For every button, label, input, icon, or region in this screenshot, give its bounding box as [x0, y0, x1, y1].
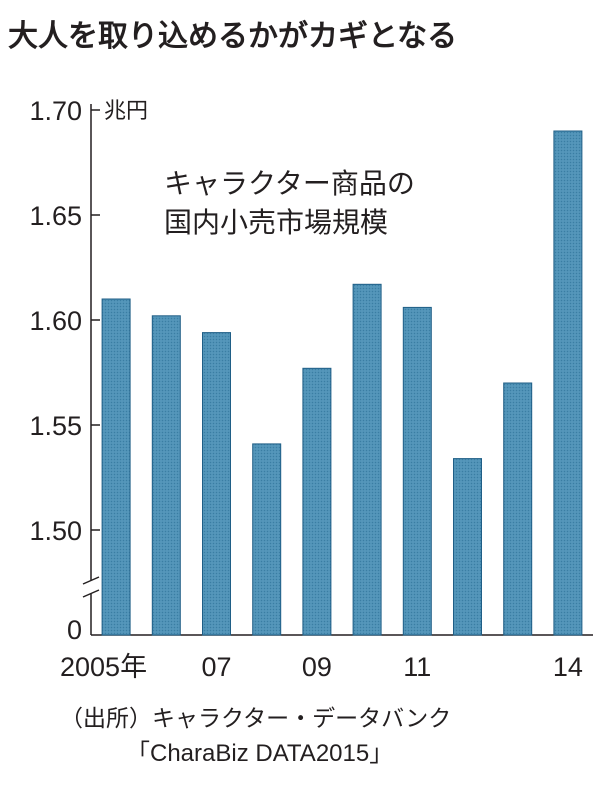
x-tick-label-2005: 2005年: [60, 652, 147, 682]
bar-2005: [101, 298, 131, 636]
y-tick-label: 1.50: [29, 516, 82, 546]
bar-2008: [252, 443, 282, 636]
chart-title: 大人を取り込めるかがカギとなる: [8, 19, 457, 54]
bar-2013: [503, 382, 533, 636]
y-axis-unit: 兆円: [104, 99, 148, 124]
y-tick-label: 1.70: [29, 96, 82, 126]
bar-2011: [402, 306, 432, 636]
x-axis-ticks: 2005年 07 09 11 14: [60, 652, 583, 682]
y-axis-ticks: 1.70 1.65 1.60 1.55 1.50 0: [29, 96, 100, 645]
bar-2010: [352, 283, 382, 636]
bar-2012: [453, 458, 482, 636]
x-tick-label-2011: 11: [403, 652, 431, 682]
bars: [101, 130, 583, 636]
x-tick-label-2014: 14: [553, 652, 583, 682]
chart-subtitle-line-1: キャラクター商品の: [164, 167, 415, 200]
y-tick-label: 1.55: [29, 411, 82, 441]
x-tick-label-2007: 07: [201, 652, 231, 682]
y-tick-label-zero: 0: [67, 615, 82, 645]
chart-subtitle-line-2: 国内小売市場規模: [164, 206, 388, 239]
bar-2014: [553, 130, 583, 636]
x-tick-label-2009: 09: [302, 652, 332, 682]
axis-break-mark: [82, 576, 100, 598]
y-tick-label: 1.65: [29, 201, 82, 231]
y-tick-label: 1.60: [29, 306, 82, 336]
bar-2006: [151, 315, 181, 636]
bar-2007: [202, 332, 231, 636]
source-line-1: （出所）キャラクター・データバンク: [60, 706, 451, 732]
bar-2009: [302, 367, 332, 636]
source-line-2: 「CharaBiz DATA2015」: [126, 740, 393, 767]
